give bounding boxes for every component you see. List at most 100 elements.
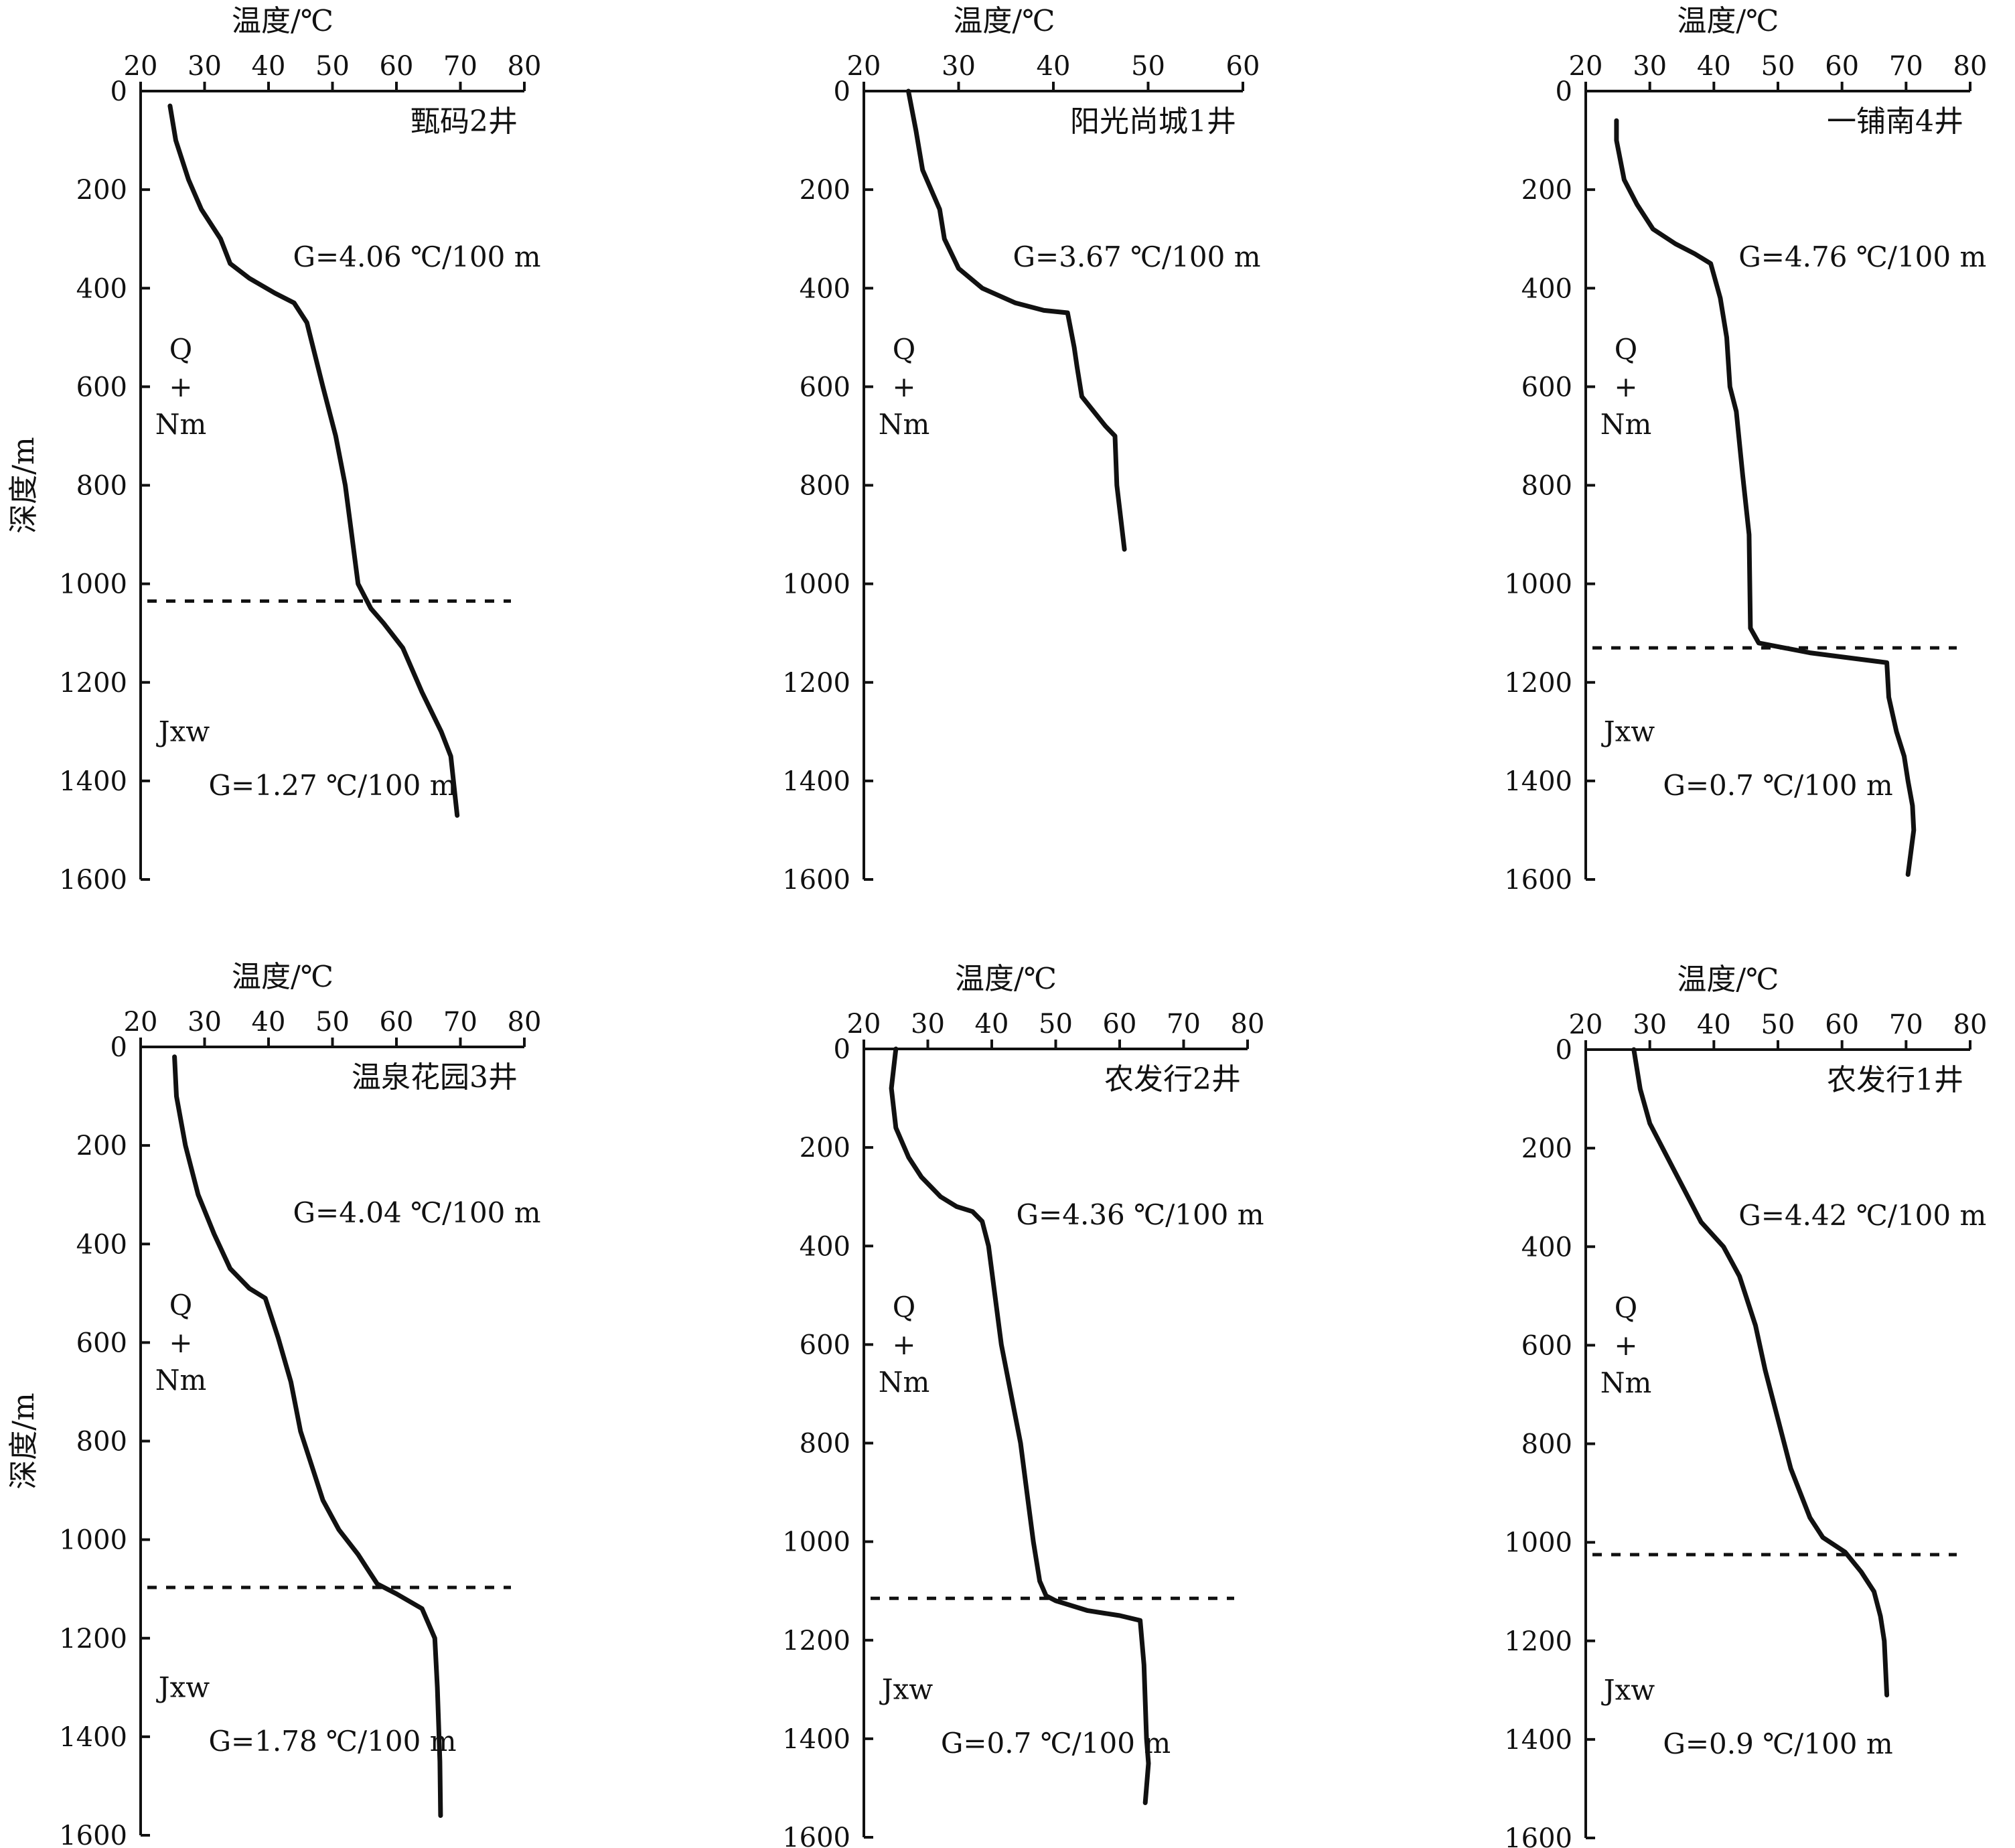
x-tick-label: 20	[847, 1009, 881, 1040]
y-tick-label: 1200	[1504, 1626, 1572, 1657]
y-tick-label: 200	[1521, 1133, 1572, 1164]
x-tick-label: 50	[315, 1007, 350, 1038]
upper-unit-label: Q	[1615, 1291, 1637, 1324]
x-tick-label: 20	[1569, 1009, 1603, 1040]
y-axis-title: 深度/m	[7, 437, 41, 534]
y-tick-label: 1600	[59, 1821, 127, 1848]
well-name-label: 阳光尚城1井	[1070, 104, 1236, 139]
y-tick-label: 600	[76, 372, 127, 403]
y-tick-label: 1200	[1504, 668, 1572, 699]
chart-panel: 20 30 40 50 60 70 8002004006008001000120014001…	[782, 962, 1264, 1848]
x-tick-label: 30	[911, 1009, 945, 1040]
x-tick-label: 20	[124, 1007, 158, 1038]
upper-unit-label: Nm	[155, 1364, 207, 1397]
upper-unit-label: Q	[1615, 333, 1637, 366]
x-tick-label: 40	[252, 1007, 286, 1038]
y-tick-label: 200	[76, 1131, 127, 1161]
well-name-label: 甄码2井	[411, 104, 518, 139]
lower-gradient-label: G=0.9 ℃/100 m	[1663, 1727, 1892, 1760]
x-tick-label: 80	[508, 1007, 542, 1038]
lower-unit-label: Jxw	[1601, 715, 1655, 748]
temperature-depth-curve	[1614, 118, 1917, 877]
x-tick-label: 40	[975, 1009, 1009, 1040]
y-tick-label: 400	[800, 1231, 850, 1262]
x-axis-title: 温度/℃	[232, 960, 333, 994]
y-tick-label: 1000	[1504, 569, 1572, 600]
upper-unit-label: +	[169, 370, 192, 403]
well-name-label: 温泉花园3井	[352, 1060, 518, 1094]
y-tick-label: 0	[110, 76, 127, 107]
x-tick-label: 80	[508, 51, 542, 82]
x-tick-label: 80	[1953, 1009, 1988, 1040]
x-tick-label: 60	[380, 51, 414, 82]
y-tick-label: 1000	[1504, 1528, 1572, 1559]
y-tick-label: 800	[800, 1429, 850, 1460]
y-tick-label: 800	[76, 471, 127, 502]
y-tick-label: 400	[800, 273, 850, 304]
y-tick-label: 1400	[59, 1722, 127, 1753]
y-tick-label: 0	[1556, 76, 1572, 107]
y-tick-label: 600	[1521, 372, 1572, 403]
y-tick-label: 1400	[782, 1724, 850, 1755]
y-tick-label: 1600	[1504, 1823, 1572, 1848]
upper-unit-label: +	[892, 370, 915, 403]
y-tick-label: 1000	[782, 1527, 850, 1558]
y-tick-label: 1200	[782, 1626, 850, 1656]
y-tick-label: 1200	[59, 1624, 127, 1654]
y-tick-label: 800	[1521, 1429, 1572, 1460]
x-tick-label: 40	[252, 51, 286, 82]
x-tick-label: 60	[1825, 51, 1859, 82]
upper-unit-label: +	[1614, 370, 1637, 403]
x-tick-label: 30	[1633, 1009, 1667, 1040]
x-tick-label: 20	[1569, 51, 1603, 82]
y-tick-label: 0	[1556, 1035, 1572, 1066]
x-tick-label: 40	[1037, 51, 1071, 82]
x-tick-label: 30	[188, 51, 222, 82]
y-tick-label: 400	[1521, 1232, 1572, 1263]
y-tick-label: 1000	[59, 1525, 127, 1556]
y-tick-label: 800	[800, 471, 850, 502]
x-tick-label: 50	[1761, 1009, 1795, 1040]
x-axis-title: 温度/℃	[955, 962, 1057, 996]
x-tick-label: 70	[443, 1007, 477, 1038]
lower-unit-label: Jxw	[156, 1671, 210, 1703]
x-tick-label: 50	[1761, 51, 1795, 82]
x-tick-label: 30	[1633, 51, 1667, 82]
upper-unit-label: Q	[169, 333, 192, 366]
y-tick-label: 1000	[59, 569, 127, 600]
y-axis-title: 深度/m	[7, 1393, 41, 1490]
y-tick-label: 1400	[1504, 1725, 1572, 1756]
x-tick-label: 60	[1825, 1009, 1859, 1040]
well-name-label: 农发行2井	[1104, 1062, 1241, 1096]
x-axis-title: 温度/℃	[1677, 963, 1779, 997]
x-tick-label: 40	[1697, 51, 1731, 82]
y-tick-label: 400	[76, 1229, 127, 1260]
x-tick-label: 60	[1226, 51, 1260, 82]
well-name-label: 农发行1井	[1827, 1063, 1963, 1097]
lower-gradient-label: G=0.7 ℃/100 m	[1663, 769, 1892, 802]
well-name-label: 一铺南4井	[1827, 104, 1963, 139]
upper-unit-label: Nm	[1600, 1366, 1652, 1399]
x-tick-label: 50	[1039, 1009, 1073, 1040]
upper-unit-label: +	[892, 1328, 915, 1361]
y-tick-label: 1200	[59, 668, 127, 699]
y-tick-label: 400	[1521, 273, 1572, 304]
x-tick-label: 20	[124, 51, 158, 82]
x-tick-label: 50	[1131, 51, 1165, 82]
x-tick-label: 30	[942, 51, 976, 82]
y-tick-label: 200	[76, 175, 127, 206]
y-tick-label: 600	[800, 1330, 850, 1360]
x-tick-label: 70	[1889, 1009, 1923, 1040]
upper-unit-label: +	[169, 1326, 192, 1359]
chart-panel: 20 30 40 50 60 70 8002004006008001000120014001…	[1504, 4, 1987, 896]
chart-panel: 20 30 40 50 6002004006008001000120014001600温…	[782, 4, 1260, 896]
upper-gradient-label: G=4.36 ℃/100 m	[1017, 1198, 1264, 1231]
y-tick-label: 400	[76, 273, 127, 304]
y-tick-label: 1200	[782, 668, 850, 699]
x-tick-label: 20	[847, 51, 881, 82]
upper-gradient-label: G=4.06 ℃/100 m	[293, 240, 541, 273]
y-tick-label: 600	[1521, 1330, 1572, 1361]
y-tick-label: 1400	[59, 766, 127, 797]
x-tick-label: 70	[1167, 1009, 1201, 1040]
lower-gradient-label: G=0.7 ℃/100 m	[941, 1727, 1171, 1760]
